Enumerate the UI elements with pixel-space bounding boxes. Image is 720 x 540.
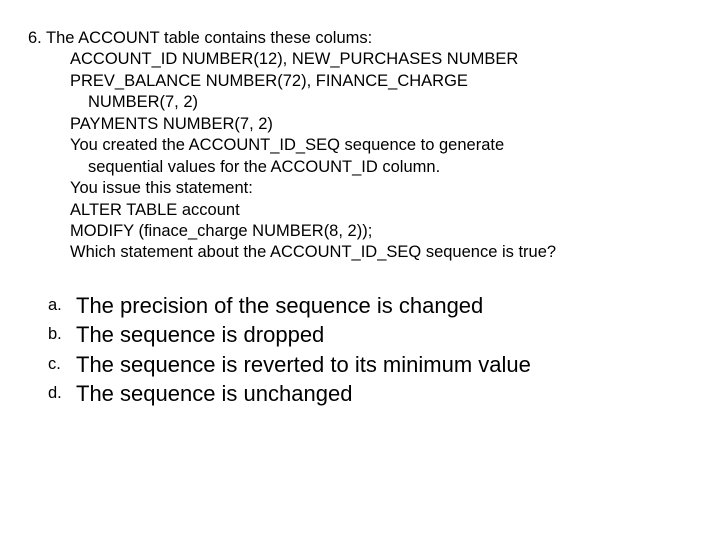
question-line-deep: NUMBER(7, 2) — [28, 92, 692, 113]
answer-text: The precision of the sequence is changed — [76, 292, 483, 320]
question-line: You issue this statement: — [28, 178, 692, 199]
question-block: 6. The ACCOUNT table contains these colu… — [28, 28, 692, 264]
question-line: You created the ACCOUNT_ID_SEQ sequence … — [28, 135, 692, 156]
question-line: ALTER TABLE account — [28, 200, 692, 221]
answer-label: d. — [48, 380, 76, 403]
answer-label: b. — [48, 321, 76, 344]
answer-row: c. The sequence is reverted to its minim… — [48, 351, 692, 379]
answer-label: a. — [48, 292, 76, 315]
answer-text: The sequence is reverted to its minimum … — [76, 351, 531, 379]
answer-row: a. The precision of the sequence is chan… — [48, 292, 692, 320]
answer-row: d. The sequence is unchanged — [48, 380, 692, 408]
question-line: ACCOUNT_ID NUMBER(12), NEW_PURCHASES NUM… — [28, 49, 692, 70]
answer-text: The sequence is dropped — [76, 321, 324, 349]
question-number-line: 6. The ACCOUNT table contains these colu… — [28, 28, 692, 49]
answer-label: c. — [48, 351, 76, 374]
question-line: PREV_BALANCE NUMBER(72), FINANCE_CHARGE — [28, 71, 692, 92]
answer-text: The sequence is unchanged — [76, 380, 352, 408]
question-line: Which statement about the ACCOUNT_ID_SEQ… — [28, 242, 692, 263]
answers-block: a. The precision of the sequence is chan… — [28, 292, 692, 408]
question-line-deep: sequential values for the ACCOUNT_ID col… — [28, 157, 692, 178]
answer-row: b. The sequence is dropped — [48, 321, 692, 349]
question-line: MODIFY (finace_charge NUMBER(8, 2)); — [28, 221, 692, 242]
question-line: PAYMENTS NUMBER(7, 2) — [28, 114, 692, 135]
